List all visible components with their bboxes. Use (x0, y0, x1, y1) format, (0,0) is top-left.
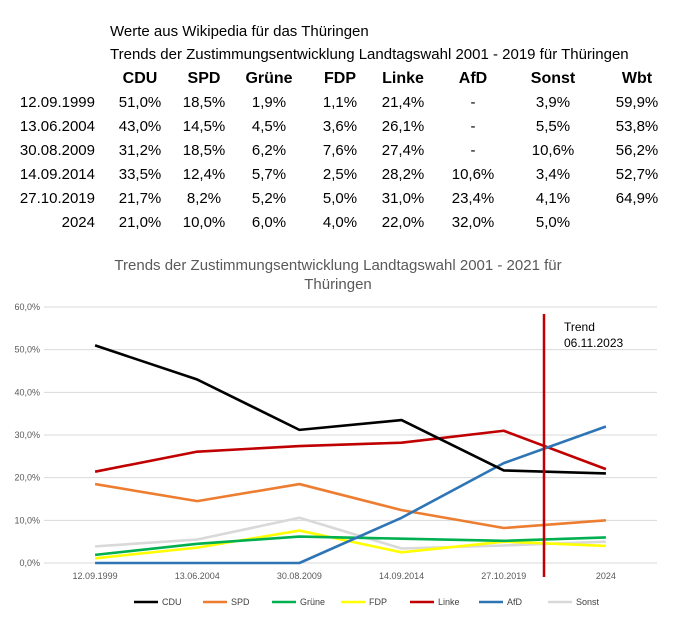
x-tick-label: 14.09.2014 (379, 571, 424, 581)
table-cell: 1,1% (322, 94, 358, 111)
legend-label: CDU (162, 597, 182, 607)
table-cell: 12,4% (182, 166, 226, 183)
table-cell: 21,0% (118, 214, 162, 231)
table-cell: 8,2% (186, 190, 222, 207)
table-cell: 10,0% (182, 214, 226, 231)
table-cell: 5,0% (322, 190, 358, 207)
table-cell: 21,7% (118, 190, 162, 207)
x-tick-label: 27.10.2019 (481, 571, 526, 581)
series-line-linke (94, 429, 607, 473)
table-cell: 3,9% (535, 94, 571, 111)
table-cell: 7,6% (322, 142, 358, 159)
table-header-5: AfD (458, 70, 488, 87)
table-header-2: Grüne (245, 70, 293, 87)
table-cell: 22,0% (381, 214, 425, 231)
table-cell: 28,2% (381, 166, 425, 183)
table-cell: 21,4% (381, 94, 425, 111)
trend-annotation-line-2: 06.11.2023 (564, 336, 623, 350)
chart-title-line-2: Thüringen (304, 276, 372, 293)
table-cell: 27,4% (381, 142, 425, 159)
y-tick-label: 40,0% (14, 387, 40, 397)
table-cell: 5,5% (535, 118, 571, 135)
table-cell: 64,9% (615, 190, 659, 207)
table-header-7: Wbt (621, 70, 653, 87)
legend-label: Linke (438, 597, 460, 607)
header-line-2: Trends der Zustimmungsentwicklung Landta… (110, 46, 629, 63)
legend-label: SPD (231, 597, 250, 607)
table-cell: 18,5% (182, 142, 226, 159)
table-cell: 3,4% (535, 166, 571, 183)
x-tick-label: 12.09.1999 (73, 571, 118, 581)
table-cell: 1,9% (251, 94, 287, 111)
table-cell: 31,2% (118, 142, 162, 159)
table-header-4: Linke (382, 70, 424, 87)
table-cell: - (470, 142, 476, 159)
table-cell: 59,9% (615, 94, 659, 111)
trend-annotation-line-1: Trend (564, 320, 595, 334)
y-tick-label: 30,0% (14, 430, 40, 440)
x-tick-label: 2024 (596, 571, 616, 581)
table-header-3: FDP (324, 70, 356, 87)
table-row-date: 14.09.2014 (19, 166, 95, 183)
series-line-spd (94, 482, 607, 530)
x-tick-label: 30.08.2009 (277, 571, 322, 581)
legend-label: Sonst (576, 597, 600, 607)
table-cell: 4,0% (322, 214, 358, 231)
table-cell: 18,5% (182, 94, 226, 111)
table-cell: 10,6% (531, 142, 575, 159)
table-cell: 52,7% (615, 166, 659, 183)
table-row-date: 2024 (61, 214, 95, 231)
table-cell: 2,5% (322, 166, 358, 183)
legend-label: Grüne (300, 597, 325, 607)
series-line-gruene (94, 535, 606, 557)
table-cell: 6,2% (251, 142, 287, 159)
legend-label: AfD (507, 597, 523, 607)
table-cell: 26,1% (381, 118, 425, 135)
table-header-6: Sonst (530, 70, 576, 87)
table-row-date: 12.09.1999 (19, 94, 95, 111)
table-cell: - (470, 118, 476, 135)
table-cell: 6,0% (251, 214, 287, 231)
y-tick-label: 50,0% (14, 345, 40, 355)
table-header-0: CDU (122, 70, 158, 87)
table-header-1: SPD (187, 70, 221, 87)
series-line-cdu (94, 344, 606, 475)
table-cell: 5,0% (535, 214, 571, 231)
y-tick-label: 0,0% (19, 558, 40, 568)
table-cell: 43,0% (118, 118, 162, 135)
y-tick-label: 10,0% (14, 515, 40, 525)
table-row-date: 27.10.2019 (19, 190, 95, 207)
table-cell: 51,0% (118, 94, 162, 111)
table-cell: 4,5% (251, 118, 287, 135)
table-cell: 56,2% (615, 142, 659, 159)
table-cell: - (470, 94, 476, 111)
table-cell: 32,0% (451, 214, 495, 231)
table-cell: 31,0% (381, 190, 425, 207)
table-cell: 10,6% (451, 166, 495, 183)
series-line-sonst (94, 516, 606, 550)
x-tick-label: 13.06.2004 (175, 571, 220, 581)
legend-label: FDP (369, 597, 387, 607)
table-cell: 23,4% (451, 190, 495, 207)
table-cell: 5,2% (251, 190, 287, 207)
table-row-date: 13.06.2004 (19, 118, 95, 135)
table-cell: 33,5% (118, 166, 162, 183)
table-cell: 5,7% (251, 166, 287, 183)
y-tick-label: 60,0% (14, 302, 40, 312)
y-tick-label: 20,0% (14, 473, 40, 483)
table-cell: 3,6% (322, 118, 358, 135)
table-cell: 53,8% (615, 118, 659, 135)
table-cell: 4,1% (535, 190, 571, 207)
table-row-date: 30.08.2009 (19, 142, 95, 159)
chart-title-line-1: Trends der Zustimmungsentwicklung Landta… (114, 257, 561, 274)
table-cell: 14,5% (182, 118, 226, 135)
series-line-afd (95, 425, 607, 565)
header-line-1: Werte aus Wikipedia für das Thüringen (110, 23, 369, 40)
